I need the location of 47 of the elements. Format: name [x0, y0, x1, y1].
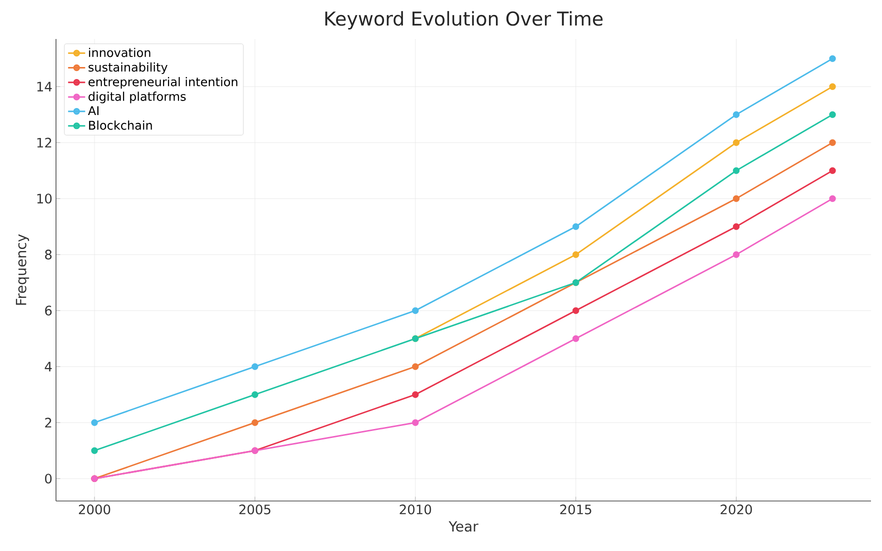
point — [91, 419, 98, 426]
point — [732, 195, 740, 202]
legend-label: sustainability — [88, 62, 168, 74]
point — [829, 167, 836, 174]
y-tick-label: 2 — [45, 418, 52, 428]
point — [829, 55, 836, 62]
y-tick-label: 6 — [45, 306, 52, 316]
point — [252, 363, 258, 370]
legend-label: AI — [88, 106, 98, 116]
point — [572, 307, 580, 314]
point — [572, 335, 580, 342]
point — [572, 251, 580, 258]
point — [829, 139, 836, 146]
point — [572, 223, 580, 230]
x-axis-title: Year — [448, 521, 478, 532]
point — [412, 307, 419, 314]
y-axis-title: Frequency — [16, 234, 30, 305]
y-tick-label: 10 — [37, 194, 52, 204]
y-tick-label: 0 — [45, 474, 52, 484]
point — [732, 167, 740, 174]
point — [732, 139, 740, 146]
point — [829, 83, 836, 90]
legend-label: innovation — [89, 48, 150, 58]
x-tick-label: 2010 — [400, 504, 432, 514]
x-tick-label: 2020 — [720, 504, 752, 514]
point — [829, 111, 836, 118]
legend-label: entrepreneurial intention — [88, 77, 238, 89]
x-tick-label: 2000 — [78, 504, 110, 514]
legend-label: digital platforms — [88, 92, 186, 104]
x-tick-label: 2005 — [239, 504, 270, 514]
point — [91, 447, 98, 454]
point — [412, 419, 419, 426]
chart-title: Keyword Evolution Over Time — [325, 11, 603, 30]
point — [412, 391, 419, 398]
point — [412, 363, 419, 370]
x-tick-label: 2015 — [560, 504, 592, 514]
y-tick-label: 4 — [44, 362, 52, 372]
point — [829, 195, 836, 202]
point — [732, 111, 740, 118]
point — [252, 419, 258, 426]
y-tick-label: 12 — [37, 138, 52, 148]
point — [732, 251, 740, 258]
y-tick-label: 14 — [37, 82, 52, 92]
point — [252, 391, 258, 398]
y-tick-label: 8 — [45, 250, 52, 260]
legend-label: Blockchain — [89, 120, 152, 130]
point — [732, 223, 740, 230]
